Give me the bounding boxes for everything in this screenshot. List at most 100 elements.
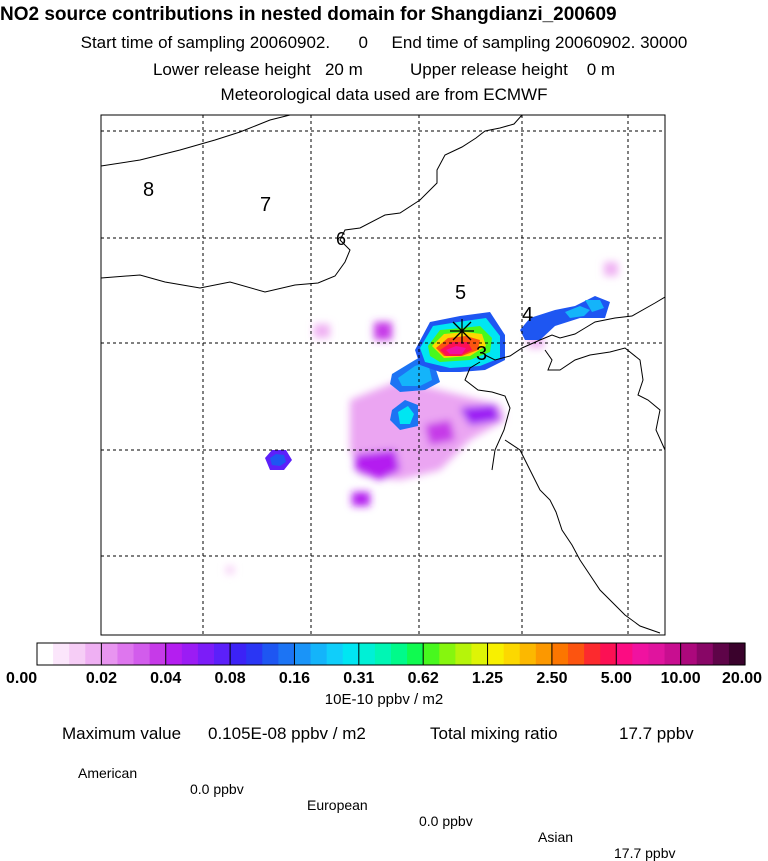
colorbar-swatch bbox=[423, 643, 440, 665]
colorbar-swatch bbox=[294, 643, 312, 665]
coast-north bbox=[101, 115, 523, 293]
max-value: 0.105E-08 ppbv / m2 bbox=[208, 724, 366, 743]
colorbar-tick-label: 0.04 bbox=[150, 670, 181, 687]
colorbar-swatch bbox=[680, 643, 698, 665]
region-label: 6 bbox=[336, 229, 346, 249]
colorbar-swatch bbox=[117, 643, 135, 665]
region-label: 4 bbox=[522, 304, 533, 326]
coast-bay-east bbox=[484, 296, 665, 361]
plume-west-inner bbox=[270, 454, 286, 466]
colorbar-swatch bbox=[584, 643, 601, 665]
upper-value: 0 m bbox=[586, 60, 616, 79]
plume-spot-nw bbox=[374, 322, 392, 340]
colorbar-tick-label: 0.00 bbox=[6, 670, 37, 687]
colorbar-swatch bbox=[53, 643, 70, 665]
colorbar-tick-label: 0.31 bbox=[343, 670, 374, 687]
colorbar-tick-label: 0.16 bbox=[279, 670, 310, 687]
colorbar-swatch bbox=[632, 643, 650, 665]
plume-spot-far bbox=[226, 566, 234, 574]
region-label: 3 bbox=[476, 343, 487, 365]
release-height-line: Lower release height 20 m Upper release … bbox=[0, 60, 768, 80]
plume-tongue-inner bbox=[398, 362, 432, 386]
start-value: 20060902. 0 bbox=[249, 33, 368, 52]
border-northwest bbox=[101, 115, 291, 167]
colorbar-swatch bbox=[600, 643, 617, 665]
plume-spot-s bbox=[352, 492, 370, 506]
colorbar-swatch bbox=[439, 643, 456, 665]
coast-south-a bbox=[464, 361, 511, 471]
colorbar-swatch bbox=[712, 643, 730, 665]
colorbar-tick-label: 0.08 bbox=[215, 670, 246, 687]
european-value: 0.0 ppbv bbox=[419, 813, 473, 829]
colorbar-swatch bbox=[535, 643, 553, 665]
colorbar-tick-label: 10.00 bbox=[661, 670, 701, 687]
american-value: 0.0 ppbv bbox=[190, 781, 244, 797]
colorbar-tick-label: 1.25 bbox=[472, 670, 503, 687]
chart-title: NO2 source contributions in nested domai… bbox=[0, 4, 617, 25]
region-label: 5 bbox=[455, 282, 466, 304]
colorbar-swatch bbox=[696, 643, 714, 665]
plume-spot-ne bbox=[604, 262, 618, 276]
colorbar-swatch bbox=[69, 643, 86, 665]
colorbar-swatch bbox=[149, 643, 167, 665]
asian-value: 17.7 ppbv bbox=[614, 845, 676, 861]
map-frame-bg bbox=[101, 115, 665, 635]
colorbar-swatch bbox=[374, 643, 392, 665]
max-value-row: Maximum value 0.105E-08 ppbv / m2 Total … bbox=[62, 724, 694, 824]
plume-blob-mid bbox=[425, 420, 455, 445]
colorbar-swatch bbox=[568, 643, 585, 665]
colorbar-swatch bbox=[310, 643, 328, 665]
colorbar-swatch bbox=[133, 643, 151, 665]
colorbar-swatch bbox=[85, 643, 102, 665]
colorbar-swatch bbox=[728, 643, 746, 665]
coast-southeast bbox=[504, 439, 661, 634]
receptor-marker-icon bbox=[450, 319, 474, 343]
colorbar-swatch bbox=[197, 643, 215, 665]
colorbar-tick-labels: 0.00 0.02 0.04 0.08 0.16 0.31 0.62 1.25 2.50 5.00… bbox=[6, 670, 762, 687]
plume-sw bbox=[355, 450, 400, 480]
colorbar-swatch bbox=[455, 643, 473, 665]
colorbar-swatch bbox=[214, 643, 231, 665]
plume-ne-inner-2 bbox=[585, 300, 604, 312]
colorbar-swatch bbox=[471, 643, 489, 665]
lower-label: Lower release height bbox=[152, 60, 311, 79]
end-value: 20060902. 30000 bbox=[555, 33, 688, 52]
colorbar-swatch bbox=[503, 643, 521, 665]
colorbar-units: 10E-10 ppbv / m2 bbox=[324, 691, 444, 708]
region-label: 7 bbox=[260, 194, 271, 216]
plume-ne-outer bbox=[520, 296, 610, 340]
colorbar-swatch bbox=[342, 643, 360, 665]
plume-ne-inner-1 bbox=[565, 306, 590, 318]
sampling-time-line: Start time of sampling 20060902. 0 End t… bbox=[0, 33, 768, 53]
colorbar-swatch bbox=[407, 643, 424, 665]
plume-blob-cyan bbox=[398, 406, 414, 424]
colorbar-swatch bbox=[648, 643, 666, 665]
colorbar-tick-label: 2.50 bbox=[536, 670, 567, 687]
total-label: Total mixing ratio bbox=[430, 724, 558, 743]
colorbar-swatch bbox=[246, 643, 263, 665]
colorbar-swatch bbox=[358, 643, 376, 665]
region-label: 8 bbox=[143, 179, 154, 201]
colorbar-swatch bbox=[664, 643, 682, 665]
map-plot: 8 7 6 5 4 3 0.00 0.02 0.04 0.08 0.16 0.31 0.62… bbox=[6, 114, 762, 687]
colorbar-tick-label: 5.00 bbox=[601, 670, 632, 687]
colorbar-tick-label: 0.62 bbox=[408, 670, 439, 687]
colorbar-swatch bbox=[616, 643, 633, 665]
max-label: Maximum value bbox=[62, 724, 182, 743]
total-value: 17.7 ppbv bbox=[619, 724, 694, 743]
coastlines bbox=[101, 115, 665, 634]
plume-blob-e bbox=[460, 405, 500, 425]
colorbar-swatch bbox=[262, 643, 279, 665]
plume-layer bbox=[226, 262, 618, 574]
colorbar-swatch bbox=[551, 643, 569, 665]
colorbar-swatch bbox=[37, 643, 54, 665]
colorbar-tick-label: 0.02 bbox=[86, 670, 117, 687]
gridlines bbox=[101, 115, 665, 635]
lower-value: 20 m bbox=[324, 60, 363, 79]
colorbar-frame bbox=[36, 642, 746, 666]
colorbar-swatch bbox=[391, 643, 408, 665]
plume-spot-w bbox=[314, 324, 330, 338]
end-label: End time of sampling bbox=[391, 33, 551, 52]
upper-label: Upper release height bbox=[409, 60, 568, 79]
met-data-line: Meteorological data used are from ECMWF bbox=[220, 85, 548, 104]
